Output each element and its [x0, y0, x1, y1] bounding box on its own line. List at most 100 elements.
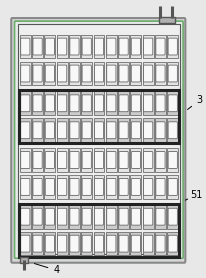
Bar [155, 205, 166, 229]
Text: 3: 3 [187, 95, 203, 110]
FancyBboxPatch shape [70, 65, 79, 82]
Bar [69, 35, 80, 58]
Bar [106, 232, 117, 255]
FancyBboxPatch shape [57, 122, 67, 139]
FancyBboxPatch shape [33, 122, 42, 139]
Bar [143, 91, 154, 115]
FancyBboxPatch shape [119, 208, 128, 225]
Text: 51: 51 [185, 190, 203, 200]
Bar [155, 62, 166, 85]
FancyBboxPatch shape [45, 208, 55, 225]
Bar [57, 118, 68, 142]
Bar [118, 62, 129, 85]
FancyBboxPatch shape [21, 95, 30, 112]
Bar [81, 175, 92, 199]
FancyBboxPatch shape [107, 178, 116, 195]
FancyBboxPatch shape [94, 65, 104, 82]
FancyBboxPatch shape [70, 235, 79, 252]
Bar [106, 148, 117, 172]
FancyBboxPatch shape [21, 235, 30, 252]
FancyBboxPatch shape [82, 152, 91, 168]
Bar [94, 175, 104, 199]
Bar [143, 62, 154, 85]
Bar [118, 205, 129, 229]
FancyBboxPatch shape [57, 152, 67, 168]
FancyBboxPatch shape [33, 178, 42, 195]
FancyBboxPatch shape [168, 65, 177, 82]
Bar [155, 118, 166, 142]
FancyBboxPatch shape [107, 208, 116, 225]
Bar [32, 118, 43, 142]
Bar [167, 35, 178, 58]
FancyBboxPatch shape [107, 152, 116, 168]
Bar [44, 232, 55, 255]
Bar [130, 35, 141, 58]
FancyBboxPatch shape [15, 21, 183, 258]
Bar [18, 24, 180, 254]
Bar [155, 148, 166, 172]
FancyBboxPatch shape [131, 208, 140, 225]
Text: 4: 4 [34, 264, 59, 275]
FancyBboxPatch shape [144, 122, 153, 139]
Bar [44, 91, 55, 115]
FancyBboxPatch shape [82, 95, 91, 112]
Bar [57, 148, 68, 172]
Bar [143, 118, 154, 142]
FancyBboxPatch shape [131, 122, 140, 139]
FancyBboxPatch shape [107, 65, 116, 82]
Bar [81, 35, 92, 58]
Bar [130, 175, 141, 199]
FancyBboxPatch shape [156, 152, 165, 168]
FancyBboxPatch shape [131, 95, 140, 112]
FancyBboxPatch shape [144, 38, 153, 55]
Bar [94, 35, 104, 58]
FancyBboxPatch shape [119, 95, 128, 112]
Bar [20, 257, 28, 263]
FancyBboxPatch shape [82, 65, 91, 82]
Bar [44, 205, 55, 229]
Bar [94, 232, 104, 255]
FancyBboxPatch shape [70, 122, 79, 139]
Bar [130, 118, 141, 142]
Bar [57, 205, 68, 229]
Bar [32, 205, 43, 229]
Bar [118, 175, 129, 199]
Bar [20, 148, 31, 172]
Bar [44, 175, 55, 199]
FancyBboxPatch shape [144, 178, 153, 195]
FancyBboxPatch shape [21, 122, 30, 139]
FancyBboxPatch shape [11, 18, 185, 263]
FancyBboxPatch shape [45, 178, 55, 195]
Bar [94, 91, 104, 115]
FancyBboxPatch shape [82, 208, 91, 225]
FancyBboxPatch shape [82, 178, 91, 195]
Bar [159, 17, 175, 23]
FancyBboxPatch shape [21, 38, 30, 55]
Bar [81, 148, 92, 172]
Bar [57, 91, 68, 115]
Bar [130, 205, 141, 229]
FancyBboxPatch shape [144, 208, 153, 225]
FancyBboxPatch shape [57, 95, 67, 112]
Bar [81, 232, 92, 255]
FancyBboxPatch shape [94, 152, 104, 168]
FancyBboxPatch shape [70, 152, 79, 168]
FancyBboxPatch shape [168, 95, 177, 112]
Bar [57, 62, 68, 85]
FancyBboxPatch shape [94, 208, 104, 225]
Bar [20, 62, 31, 85]
FancyBboxPatch shape [156, 235, 165, 252]
Bar [118, 35, 129, 58]
FancyBboxPatch shape [33, 152, 42, 168]
FancyBboxPatch shape [57, 178, 67, 195]
Bar [32, 232, 43, 255]
FancyBboxPatch shape [107, 95, 116, 112]
Bar [44, 35, 55, 58]
Bar [69, 205, 80, 229]
Bar [167, 62, 178, 85]
Bar [20, 205, 31, 229]
Bar [106, 62, 117, 85]
FancyBboxPatch shape [33, 235, 42, 252]
FancyBboxPatch shape [94, 122, 104, 139]
FancyBboxPatch shape [131, 152, 140, 168]
